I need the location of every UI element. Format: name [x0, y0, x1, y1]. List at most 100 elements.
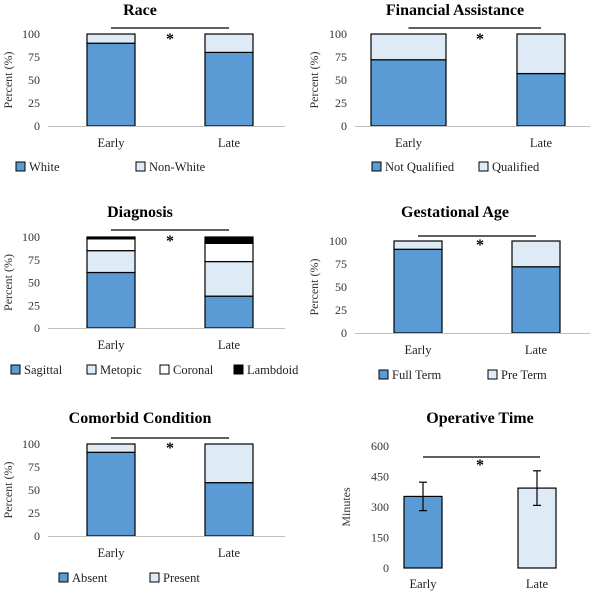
x-tick-label: Late [218, 136, 241, 150]
y-tick-label: 100 [329, 234, 347, 248]
y-tick-label: 50 [28, 483, 40, 497]
y-axis-label: Percent (%) [307, 259, 321, 316]
bar-segment-2 [393, 240, 443, 250]
legend-swatch [487, 369, 498, 380]
legend-swatch [159, 364, 170, 375]
chart-title: Operative Time [426, 410, 533, 427]
bar-segment-1 [204, 295, 254, 329]
x-tick-label: Late [526, 577, 549, 591]
x-tick-label: Late [530, 136, 553, 150]
y-axis-label: Percent (%) [1, 254, 15, 311]
significance-star: * [166, 31, 174, 48]
significance-star: * [166, 440, 174, 457]
chart-panel-1: Race 0 25 50 75 100 Percent (%) Early Late * White… [1, 2, 285, 174]
bar-segment-2 [204, 443, 254, 484]
y-tick-label: 75 [335, 50, 347, 64]
bar-segment-1 [204, 482, 254, 537]
bar-segment-2 [511, 240, 561, 268]
chart-panel-5: Comorbid Condition 0 25 50 75 100 Percent (%) E… [1, 410, 285, 585]
y-tick-label: 25 [335, 96, 347, 110]
x-tick-label: Early [409, 577, 437, 591]
legend-swatch [478, 161, 489, 172]
legend-swatch [10, 364, 21, 375]
chart-panel-3: Diagnosis 0 25 50 75 100 Percent (%) Early Late *… [1, 204, 299, 377]
chart-title: Financial Assistance [386, 2, 524, 19]
bar-segment-2 [86, 33, 136, 44]
y-tick-label: 50 [335, 280, 347, 294]
legend-label: Not Qualified [385, 160, 455, 174]
y-tick-label: 25 [28, 506, 40, 520]
x-tick-label: Late [525, 343, 548, 357]
chart-title: Comorbid Condition [69, 410, 212, 427]
bar-segment-1 [370, 59, 447, 127]
x-tick-label: Late [218, 338, 241, 352]
bar-segment-1 [204, 51, 254, 127]
bar [517, 487, 557, 569]
legend-swatch [135, 161, 146, 172]
y-tick-label: 25 [335, 303, 347, 317]
y-tick-label: 100 [329, 27, 347, 41]
y-tick-label: 75 [28, 50, 40, 64]
bar-segment-1 [86, 42, 136, 127]
y-tick-label: 0 [34, 321, 40, 335]
y-tick-label: 50 [28, 276, 40, 290]
y-tick-label: 600 [371, 439, 389, 453]
legend-swatch [86, 364, 97, 375]
legend-swatch [58, 572, 69, 583]
legend-label: Qualified [492, 160, 540, 174]
y-tick-label: 150 [371, 531, 389, 545]
chart-title: Race [123, 2, 157, 19]
x-tick-label: Early [97, 338, 125, 352]
legend-label: Non-White [149, 160, 206, 174]
y-tick-label: 75 [335, 257, 347, 271]
bar-segment-1 [393, 248, 443, 334]
y-tick-label: 0 [34, 529, 40, 543]
legend-label: Present [163, 571, 200, 585]
y-tick-label: 50 [28, 73, 40, 87]
legend-label: White [29, 160, 60, 174]
x-tick-label: Early [395, 136, 423, 150]
y-tick-label: 75 [28, 253, 40, 267]
y-tick-label: 100 [22, 230, 40, 244]
bar-segment-2 [516, 33, 566, 75]
legend-label: Metopic [100, 363, 142, 377]
legend-swatch [233, 364, 244, 375]
y-tick-label: 25 [28, 298, 40, 312]
y-tick-label: 50 [335, 73, 347, 87]
significance-star: * [476, 31, 484, 48]
bar-segment-2 [204, 33, 254, 53]
y-tick-label: 450 [371, 470, 389, 484]
x-tick-label: Early [97, 546, 125, 560]
y-tick-label: 75 [28, 460, 40, 474]
bar-segment-4 [204, 236, 254, 244]
x-tick-label: Early [404, 343, 432, 357]
y-tick-label: 25 [28, 96, 40, 110]
legend-swatch [378, 369, 389, 380]
chart-title: Gestational Age [401, 204, 509, 221]
y-tick-label: 0 [341, 326, 347, 340]
bar-segment-4 [86, 236, 136, 240]
y-tick-label: 0 [341, 119, 347, 133]
significance-star: * [166, 233, 174, 250]
x-tick-label: Late [218, 546, 241, 560]
y-axis-label: Percent (%) [307, 52, 321, 109]
legend-label: Coronal [173, 363, 214, 377]
chart-panel-6: Operative Time 0 150 300 450 600 Minutes Early L… [339, 410, 557, 591]
y-axis-label: Minutes [339, 487, 353, 527]
bar-segment-2 [86, 250, 136, 274]
bar-segment-2 [370, 33, 447, 61]
legend-swatch [371, 161, 382, 172]
bar-segment-1 [511, 266, 561, 334]
bar-segment-2 [86, 443, 136, 453]
significance-star: * [476, 237, 484, 254]
bar-segment-1 [86, 271, 136, 329]
y-tick-label: 100 [22, 437, 40, 451]
significance-star: * [476, 457, 484, 474]
legend-label: Absent [72, 571, 108, 585]
bar-segment-1 [86, 451, 136, 537]
chart-title: Diagnosis [107, 204, 173, 221]
legend-swatch [15, 161, 26, 172]
chart-panel-2: Financial Assistance 0 25 50 75 100 Percent (%… [307, 2, 590, 174]
x-tick-label: Early [97, 136, 125, 150]
